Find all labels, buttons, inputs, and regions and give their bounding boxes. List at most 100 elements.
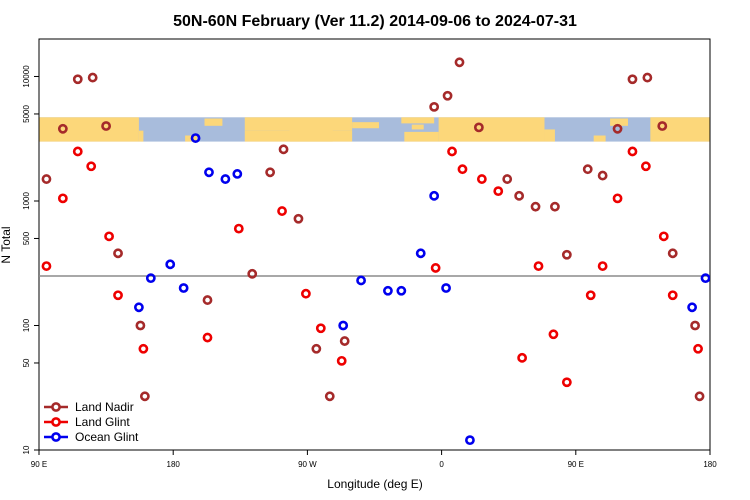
land-patch (593, 135, 606, 142)
land-nadir-point (429, 101, 440, 112)
world-map-band (39, 117, 710, 142)
x-tick-label: 180 (703, 460, 717, 469)
land-glint-point (447, 146, 457, 157)
ocean-glint-point (415, 248, 426, 259)
land-patch (204, 118, 223, 126)
land-nadir-point (454, 57, 465, 68)
x-tick-label: 90 W (298, 460, 317, 469)
ocean-glint-point (429, 190, 440, 201)
land-patch (138, 130, 144, 142)
land-glint-point (41, 261, 52, 271)
ocean-glint-legend-marker (51, 432, 61, 442)
land-glint-legend-marker (51, 417, 61, 427)
data-points (41, 57, 728, 446)
x-tick-label: 0 (439, 460, 444, 469)
land-nadir-point (278, 144, 289, 155)
land-nadir-point (502, 174, 513, 184)
y-axis: 10 50 100 500 1000 5000 10000 (22, 65, 39, 454)
land-nadir-point (202, 295, 213, 305)
ocean-glint-point (356, 275, 366, 286)
land-nadir-point (293, 213, 304, 224)
map-band-land (39, 117, 710, 142)
land-patch (244, 117, 353, 131)
land-nadir-point (473, 122, 484, 133)
ocean-glint-point (687, 302, 698, 313)
ocean-glint-point (383, 285, 393, 296)
y-tick-label: 500 (22, 231, 31, 245)
land-glint-point (627, 146, 638, 157)
ocean-glint-point (441, 283, 451, 293)
land-glint-point (517, 352, 528, 363)
ocean-glint-point (396, 285, 407, 296)
land-nadir-point (597, 170, 608, 181)
land-glint-point (597, 261, 608, 271)
ocean-glint-point (721, 261, 728, 268)
plot-frame (38, 38, 711, 451)
land-glint-point (693, 343, 703, 354)
y-tick-label: 100 (22, 318, 31, 332)
land-glint-point (640, 161, 651, 172)
x-axis-label: Longitude (deg E) (327, 477, 422, 491)
land-nadir-point (311, 343, 322, 354)
land-nadir-point (667, 248, 678, 259)
land-glint-legend-label: Land Glint (75, 415, 130, 429)
land-patch (401, 117, 435, 124)
land-patch (411, 124, 424, 130)
land-patch (39, 117, 139, 142)
land-nadir-point (442, 90, 453, 101)
land-glint-point (202, 332, 213, 343)
land-nadir-point (627, 74, 638, 85)
ocean-glint-point (190, 133, 201, 143)
land-nadir-point (87, 72, 98, 83)
land-nadir-point (339, 336, 350, 346)
land-glint-point (86, 161, 97, 172)
ocean-glint-point (145, 273, 156, 284)
land-glint-point (667, 290, 678, 301)
land-glint-point (585, 290, 596, 301)
land-glint-point (113, 290, 123, 301)
ocean-glint-point (232, 169, 243, 179)
x-tick-label: 90 E (568, 460, 584, 469)
land-glint-point (561, 377, 572, 388)
land-nadir-point (690, 320, 700, 331)
land-glint-point (72, 146, 83, 157)
land-nadir-point (514, 190, 525, 201)
land-nadir-point (612, 123, 623, 134)
land-glint-point (336, 355, 347, 366)
land-nadir-point (139, 391, 150, 402)
land-glint-point (57, 193, 68, 204)
land-nadir-point (113, 248, 123, 259)
land-glint-point (277, 206, 287, 216)
land-glint-point (301, 288, 311, 299)
land-nadir-point (561, 249, 572, 260)
land-patch (289, 129, 333, 142)
land-nadir-point (694, 391, 705, 402)
ocean-glint-point (165, 259, 176, 270)
land-nadir-point (247, 268, 258, 279)
ocean-glint-point (700, 273, 710, 284)
land-nadir-point (265, 167, 276, 178)
land-glint-point (612, 193, 623, 204)
chart-title: 50N-60N February (Ver 11.2) 2014-09-06 t… (173, 13, 577, 30)
land-patch (404, 131, 439, 142)
x-tick-label: 180 (167, 460, 181, 469)
land-nadir-point (550, 201, 560, 212)
land-glint-point (457, 164, 468, 175)
ocean-glint-point (465, 435, 475, 446)
ocean-glint-point (220, 174, 231, 184)
y-tick-label: 5000 (22, 105, 31, 123)
ocean-glint-point (178, 283, 189, 293)
land-glint-point (233, 223, 244, 234)
y-tick-label: 50 (22, 358, 31, 367)
land-patch (544, 129, 555, 142)
land-glint-point (658, 231, 669, 242)
land-nadir-legend-marker (51, 402, 61, 412)
land-patch (352, 122, 379, 129)
ocean-glint-point (338, 320, 349, 331)
land-glint-point (548, 329, 559, 340)
land-nadir-point (101, 121, 111, 131)
y-tick-label: 1000 (22, 192, 31, 210)
land-nadir-point (57, 123, 68, 134)
y-axis-label: N Total (0, 226, 13, 263)
